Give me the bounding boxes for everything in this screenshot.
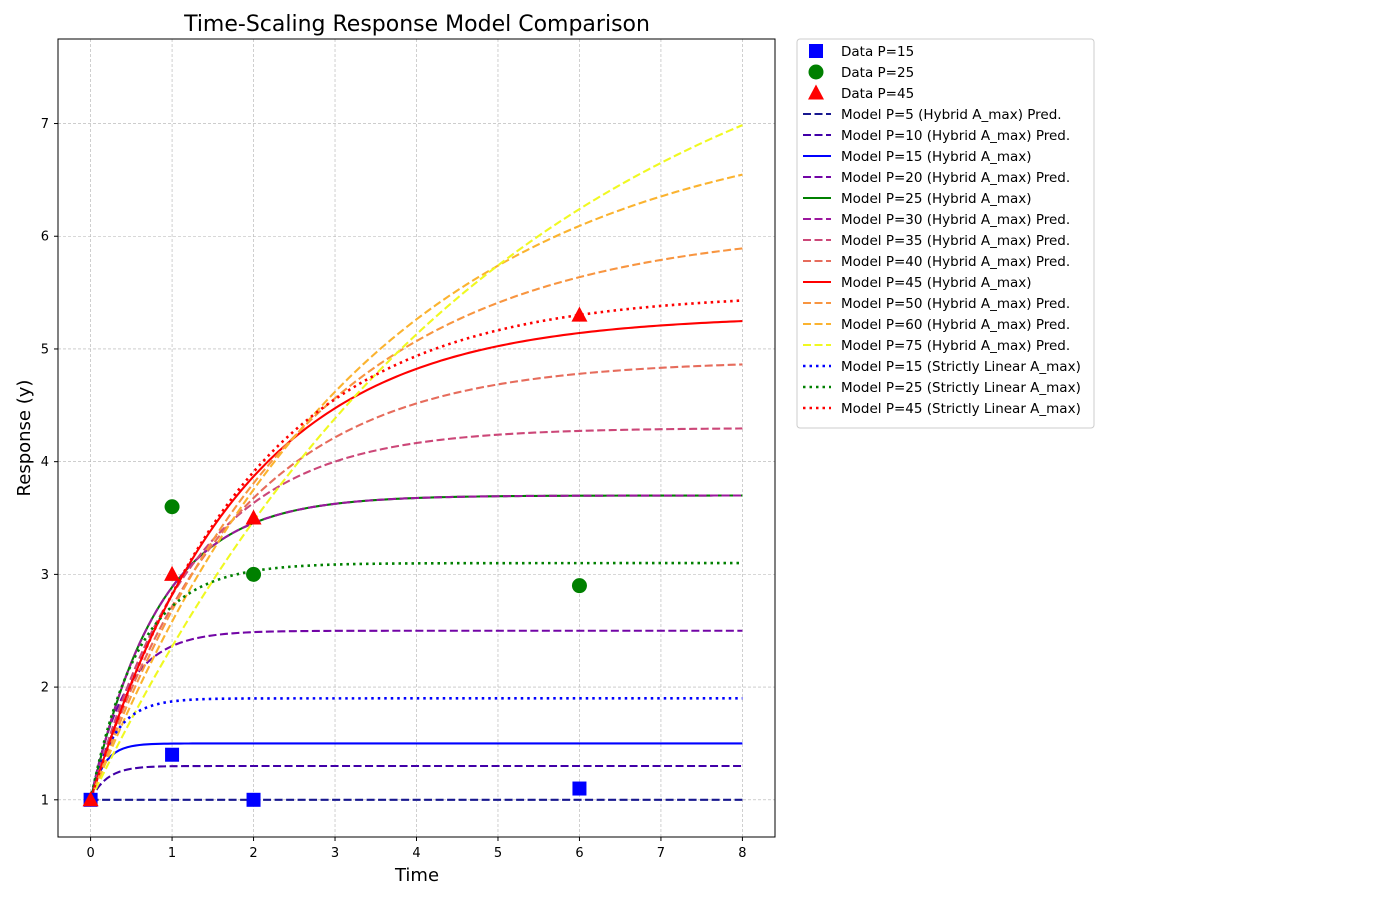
x-axis-label: Time xyxy=(394,865,439,886)
legend-box xyxy=(796,38,1095,429)
legend-label: Model P=50 (Hybrid A_max) Pred. xyxy=(841,296,1070,312)
series-lines xyxy=(89,124,743,801)
legend-label: Data P=45 xyxy=(841,86,914,102)
legend-label: Model P=15 (Strictly Linear A_max) xyxy=(841,359,1081,375)
series-line-10 xyxy=(89,173,743,801)
legend-label: Data P=25 xyxy=(841,65,914,81)
data-markers xyxy=(82,306,588,807)
y-tick-label: 1 xyxy=(41,793,49,808)
y-tick-label: 2 xyxy=(41,681,49,696)
series-line-7 xyxy=(89,363,743,801)
data-point-1 xyxy=(571,578,587,594)
y-tick-label: 4 xyxy=(41,455,49,470)
x-tick-label: 3 xyxy=(331,846,339,861)
legend-marker-1 xyxy=(808,64,824,80)
chart-title: Time-Scaling Response Model Comparison xyxy=(183,12,650,37)
legend-label: Model P=25 (Hybrid A_max) xyxy=(841,191,1032,207)
legend-label: Model P=30 (Hybrid A_max) Pred. xyxy=(841,212,1070,228)
x-tick-label: 6 xyxy=(575,846,583,861)
legend-label: Model P=25 (Strictly Linear A_max) xyxy=(841,380,1081,396)
legend-label: Model P=10 (Hybrid A_max) Pred. xyxy=(841,128,1070,144)
axis-ticks: 0 1 2 3 4 5 6 7 8 1 2 3 4 5 6 7 xyxy=(41,117,747,861)
legend-label: Data P=15 xyxy=(841,44,914,60)
legend-label: Model P=20 (Hybrid A_max) Pred. xyxy=(841,170,1070,186)
y-tick-label: 3 xyxy=(41,568,49,583)
y-tick-label: 5 xyxy=(41,342,49,357)
legend-label: Model P=5 (Hybrid A_max) Pred. xyxy=(841,107,1062,123)
series-line-3 xyxy=(89,629,743,801)
x-tick-label: 7 xyxy=(657,846,665,861)
data-point-2 xyxy=(245,509,262,525)
legend-label: Model P=60 (Hybrid A_max) Pred. xyxy=(841,317,1070,333)
legend-marker-0 xyxy=(809,44,823,58)
x-tick-label: 5 xyxy=(494,846,502,861)
data-point-2 xyxy=(164,565,181,581)
legend-label: Model P=35 (Hybrid A_max) Pred. xyxy=(841,233,1070,249)
legend-label: Model P=75 (Hybrid A_max) Pred. xyxy=(841,338,1070,354)
legend-label: Model P=15 (Hybrid A_max) xyxy=(841,149,1032,165)
data-point-1 xyxy=(164,499,180,515)
data-point-0 xyxy=(165,747,180,762)
series-line-9 xyxy=(89,247,743,801)
legend-label: Model P=40 (Hybrid A_max) Pred. xyxy=(841,254,1070,270)
x-tick-label: 2 xyxy=(249,846,257,861)
series-line-11 xyxy=(89,124,743,801)
legend: Data P=15 Data P=25 Data P=45 Model P=5 (Hy… xyxy=(796,38,1095,429)
x-tick-label: 0 xyxy=(86,846,94,861)
x-tick-label: 4 xyxy=(412,846,420,861)
data-point-1 xyxy=(246,566,262,582)
data-point-0 xyxy=(572,781,587,796)
series-line-1 xyxy=(89,764,743,801)
x-tick-label: 1 xyxy=(168,846,176,861)
legend-label: Model P=45 (Strictly Linear A_max) xyxy=(841,401,1081,417)
series-line-13 xyxy=(89,561,743,801)
series-line-6 xyxy=(89,427,743,801)
y-axis-label: Response (y) xyxy=(14,380,35,497)
y-tick-label: 6 xyxy=(41,230,49,245)
series-line-14 xyxy=(89,299,743,801)
x-tick-label: 8 xyxy=(738,846,746,861)
legend-label: Model P=45 (Hybrid A_max) xyxy=(841,275,1032,291)
y-tick-label: 7 xyxy=(41,117,49,132)
legend-marker-2 xyxy=(808,84,824,100)
data-point-0 xyxy=(246,792,261,807)
data-point-2 xyxy=(571,306,588,322)
series-line-2 xyxy=(89,742,743,801)
data-point-2 xyxy=(82,791,99,807)
